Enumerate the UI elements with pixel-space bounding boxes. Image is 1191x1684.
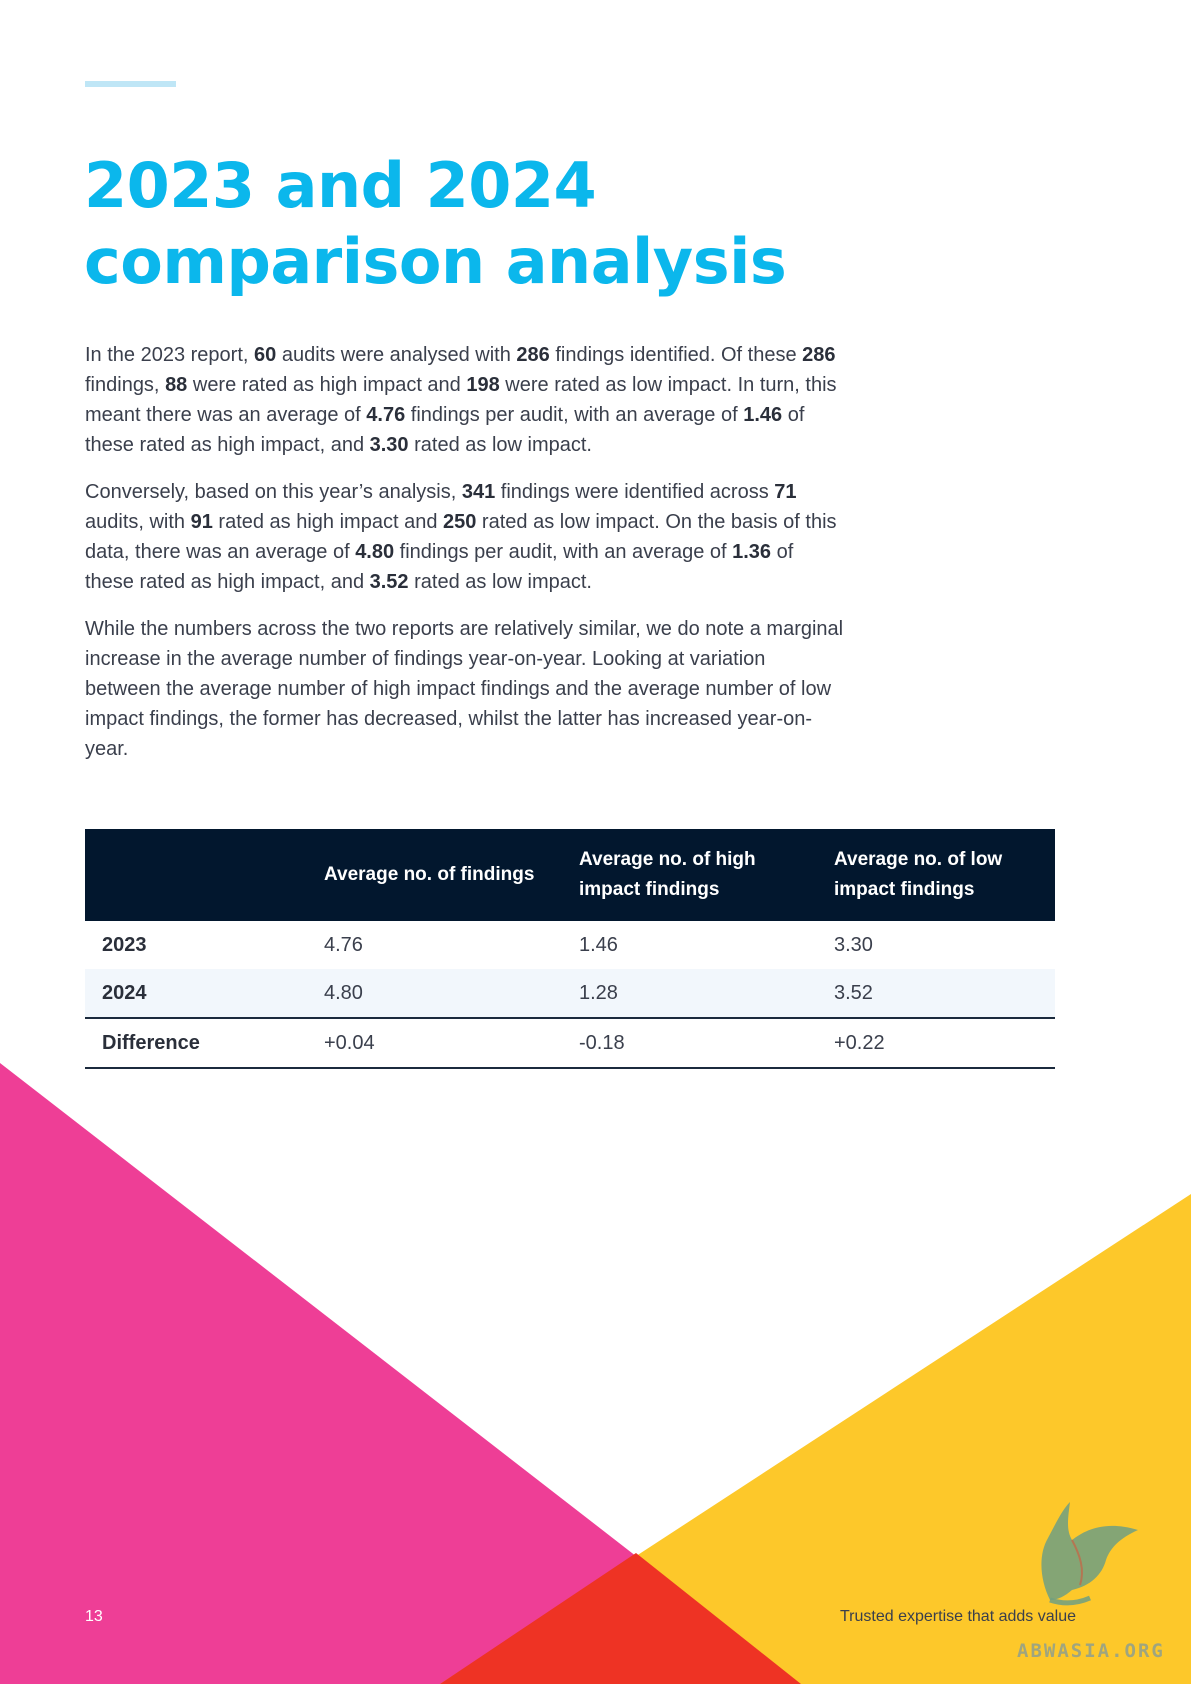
watermark-dragon-icon [1041,1502,1138,1606]
bold-figure: 3.52 [369,571,409,593]
bold-figure: 60 [254,344,277,366]
text-run: While the numbers across the two reports… [85,618,844,760]
table-cell: 1.46 [579,933,618,956]
title-line-1: 2023 and 2024 [84,149,597,222]
bold-figure: 4.76 [366,404,406,426]
bold-figure: 4.80 [355,541,395,563]
bold-figure: 71 [774,481,797,503]
bold-figure: 91 [190,511,213,533]
bold-figure: 3.30 [369,434,409,456]
text-run: were rated as low impact. In turn, this … [85,374,837,426]
text-run: In the 2023 report, [85,344,255,366]
header-cell-avg-low-impact: Average no. of low impact findings [817,829,1055,921]
table-cell: -0.18 [562,1018,817,1069]
body-text: In the 2023 report, 60 audits were analy… [85,340,845,781]
accent-bar [85,81,176,87]
header-cell-avg-high-impact: Average no. of high impact findings [562,829,817,921]
footer-tagline: Trusted expertise that adds value [840,1608,1076,1625]
text-run: rated as low impact. [408,434,592,456]
page-number: 13 [85,1608,103,1625]
header-cell-blank [85,829,307,921]
table-row: 2023 4.76 1.46 3.30 [85,921,1055,969]
paragraph-conclusion: While the numbers across the two reports… [85,614,845,764]
bold-figure: 341 [461,481,496,503]
table-cell: 3.52 [817,969,1055,1019]
text-run: findings identified. Of these [549,344,803,366]
table-cell: 4.80 [307,969,562,1019]
text-run: findings per audit, with an average of [405,404,744,426]
text-run: of these rated as high impact, and [85,541,794,593]
table-row: 2024 4.80 1.28 3.52 [85,969,1055,1019]
text-run: of these rated as high impact, and [85,404,805,456]
text-run: rated as low impact. [408,571,592,593]
table-row: Difference +0.04 -0.18 +0.22 [85,1018,1055,1069]
watermark-text: ABWASIA.ORG [1017,1640,1165,1662]
table-cell: +0.22 [817,1018,1055,1069]
text-run: Conversely, based on this year’s analysi… [85,481,462,503]
text-run: findings per audit, with an average of [394,541,733,563]
bold-figure: 1.36 [732,541,772,563]
table-header-row: Average no. of findings Average no. of h… [85,829,1055,921]
bold-figure: 198 [466,374,500,396]
yellow-triangle [440,1194,1191,1684]
text-run: rated as high impact and [212,511,443,533]
pink-triangle [0,1063,801,1684]
text-run: findings, [85,374,166,396]
table-cell: 4.76 [324,933,363,956]
text-run: audits were analysed with [276,344,517,366]
text-run: findings were identified across [495,481,775,503]
header-cell-avg-findings: Average no. of findings [307,829,562,921]
bold-figure: 88 [165,374,188,396]
table-cell: 1.28 [562,969,817,1019]
table-cell: +0.04 [307,1018,562,1069]
table-cell: 3.30 [834,933,873,956]
bold-figure: 286 [802,344,836,366]
comparison-table: Average no. of findings Average no. of h… [85,829,1055,1069]
text-run: were rated as high impact and [187,374,467,396]
bold-figure: 1.46 [743,404,783,426]
bold-figure: 286 [516,344,550,366]
page-title: 2023 and 2024 comparison analysis [84,148,787,300]
text-run: audits, with [85,511,191,533]
row-label: 2024 [85,969,307,1019]
row-label: 2023 [102,933,147,956]
bold-figure: 250 [443,511,477,533]
text-run: rated as low impact. On the basis of thi… [85,511,837,563]
paragraph-2023: In the 2023 report, 60 audits were analy… [85,340,845,460]
row-label: Difference [85,1018,307,1069]
paragraph-2024: Conversely, based on this year’s analysi… [85,477,845,597]
title-line-2: comparison analysis [84,225,787,298]
red-overlap-triangle [440,1553,801,1684]
